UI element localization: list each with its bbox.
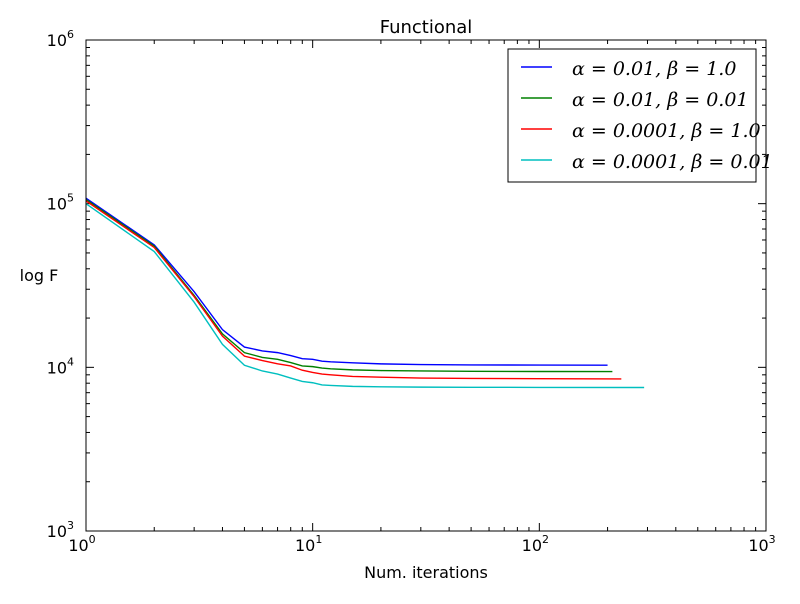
series-line-3 bbox=[85, 200, 622, 380]
legend-label-2: α = 0.01, β = 0.01 bbox=[572, 89, 749, 111]
plot-frame bbox=[85, 39, 767, 532]
series-line-2 bbox=[85, 198, 613, 373]
y-axis-label: log F bbox=[20, 266, 59, 285]
series-layer bbox=[85, 197, 645, 389]
legend-label-1: α = 0.01, β = 1.0 bbox=[572, 58, 736, 80]
legend-label-4: α = 0.0001, β = 0.01 bbox=[572, 151, 773, 173]
legend: α = 0.01, β = 1.0 α = 0.01, β = 0.01 α =… bbox=[507, 48, 773, 183]
x-axis-label: Num. iterations bbox=[364, 563, 488, 582]
chart-title: Functional bbox=[380, 17, 473, 38]
series-line-1 bbox=[85, 197, 608, 366]
series-line-4 bbox=[85, 203, 645, 389]
legend-label-3: α = 0.0001, β = 1.0 bbox=[572, 120, 761, 142]
